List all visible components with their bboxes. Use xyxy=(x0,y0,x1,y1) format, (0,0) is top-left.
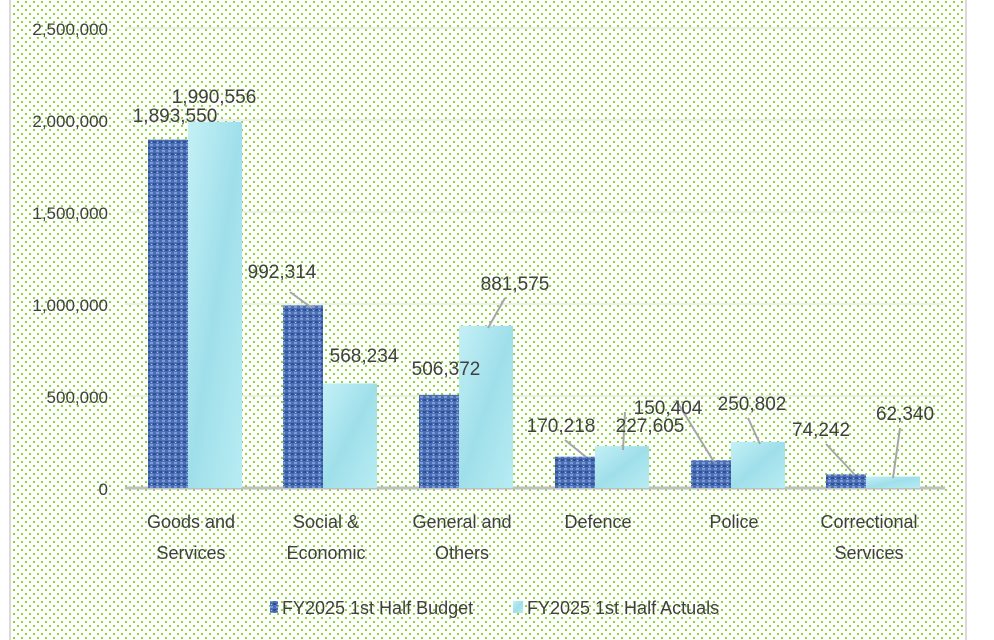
bar-actuals xyxy=(323,383,377,488)
x-category-label: Others xyxy=(435,543,489,563)
data-label-actuals: 250,802 xyxy=(718,394,787,415)
data-label-budget: 74,242 xyxy=(792,420,850,441)
data-label-actuals: 62,340 xyxy=(876,404,934,425)
y-tick-label: 0 xyxy=(99,480,108,499)
leader-line xyxy=(622,411,626,451)
x-category-label: Goods and xyxy=(147,512,235,532)
data-label-actuals: 1,990,556 xyxy=(172,87,257,108)
y-tick-label: 500,000 xyxy=(47,388,108,407)
data-label-budget: 506,372 xyxy=(412,359,481,380)
bar-actuals xyxy=(188,121,242,488)
bar-budget xyxy=(555,456,595,488)
leader-line xyxy=(487,297,506,329)
bar-budget xyxy=(283,305,323,488)
data-label-actuals: 881,575 xyxy=(481,274,550,295)
y-tick-label: 2,000,000 xyxy=(32,112,108,131)
data-label-actuals: 227,605 xyxy=(616,416,685,437)
x-category-label: Police xyxy=(709,512,758,532)
legend-label-actuals: FY2025 1st Half Actuals xyxy=(527,598,719,618)
x-category-label: Social & xyxy=(293,512,359,532)
legend-swatch-budget xyxy=(270,601,278,613)
leader-line xyxy=(564,439,587,458)
bar-budget xyxy=(826,474,866,488)
x-category-label: Economic xyxy=(286,543,365,563)
bar-actuals xyxy=(731,441,785,488)
leader-line xyxy=(825,443,856,476)
y-tick-label: 1,000,000 xyxy=(32,296,108,315)
x-category-label: Services xyxy=(834,543,903,563)
legend-swatch-actuals xyxy=(513,601,523,613)
x-category-label: General and xyxy=(412,512,511,532)
data-label-budget: 1,893,550 xyxy=(133,106,218,127)
leader-line xyxy=(747,417,761,445)
data-label-budget: 150,404 xyxy=(634,398,703,419)
leader-line xyxy=(675,399,715,463)
data-label-budget: 170,218 xyxy=(527,416,596,437)
x-category-label: Defence xyxy=(564,512,631,532)
bar-budget xyxy=(691,460,731,488)
legend-label-budget: FY2025 1st Half Budget xyxy=(282,598,473,618)
x-category-label: Services xyxy=(156,543,225,563)
leader-line xyxy=(892,427,901,479)
bar-actuals xyxy=(595,446,649,488)
bar-budget xyxy=(419,394,459,488)
bar-actuals xyxy=(866,476,920,488)
leader-line xyxy=(289,291,313,309)
data-label-actuals: 568,234 xyxy=(330,346,399,367)
y-tick-label: 2,500,000 xyxy=(32,20,108,39)
y-tick-label: 1,500,000 xyxy=(32,204,108,223)
bar-budget xyxy=(148,139,188,489)
data-label-budget: 992,314 xyxy=(248,262,317,283)
bar-actuals xyxy=(459,325,513,488)
x-category-label: Correctional xyxy=(820,512,917,532)
